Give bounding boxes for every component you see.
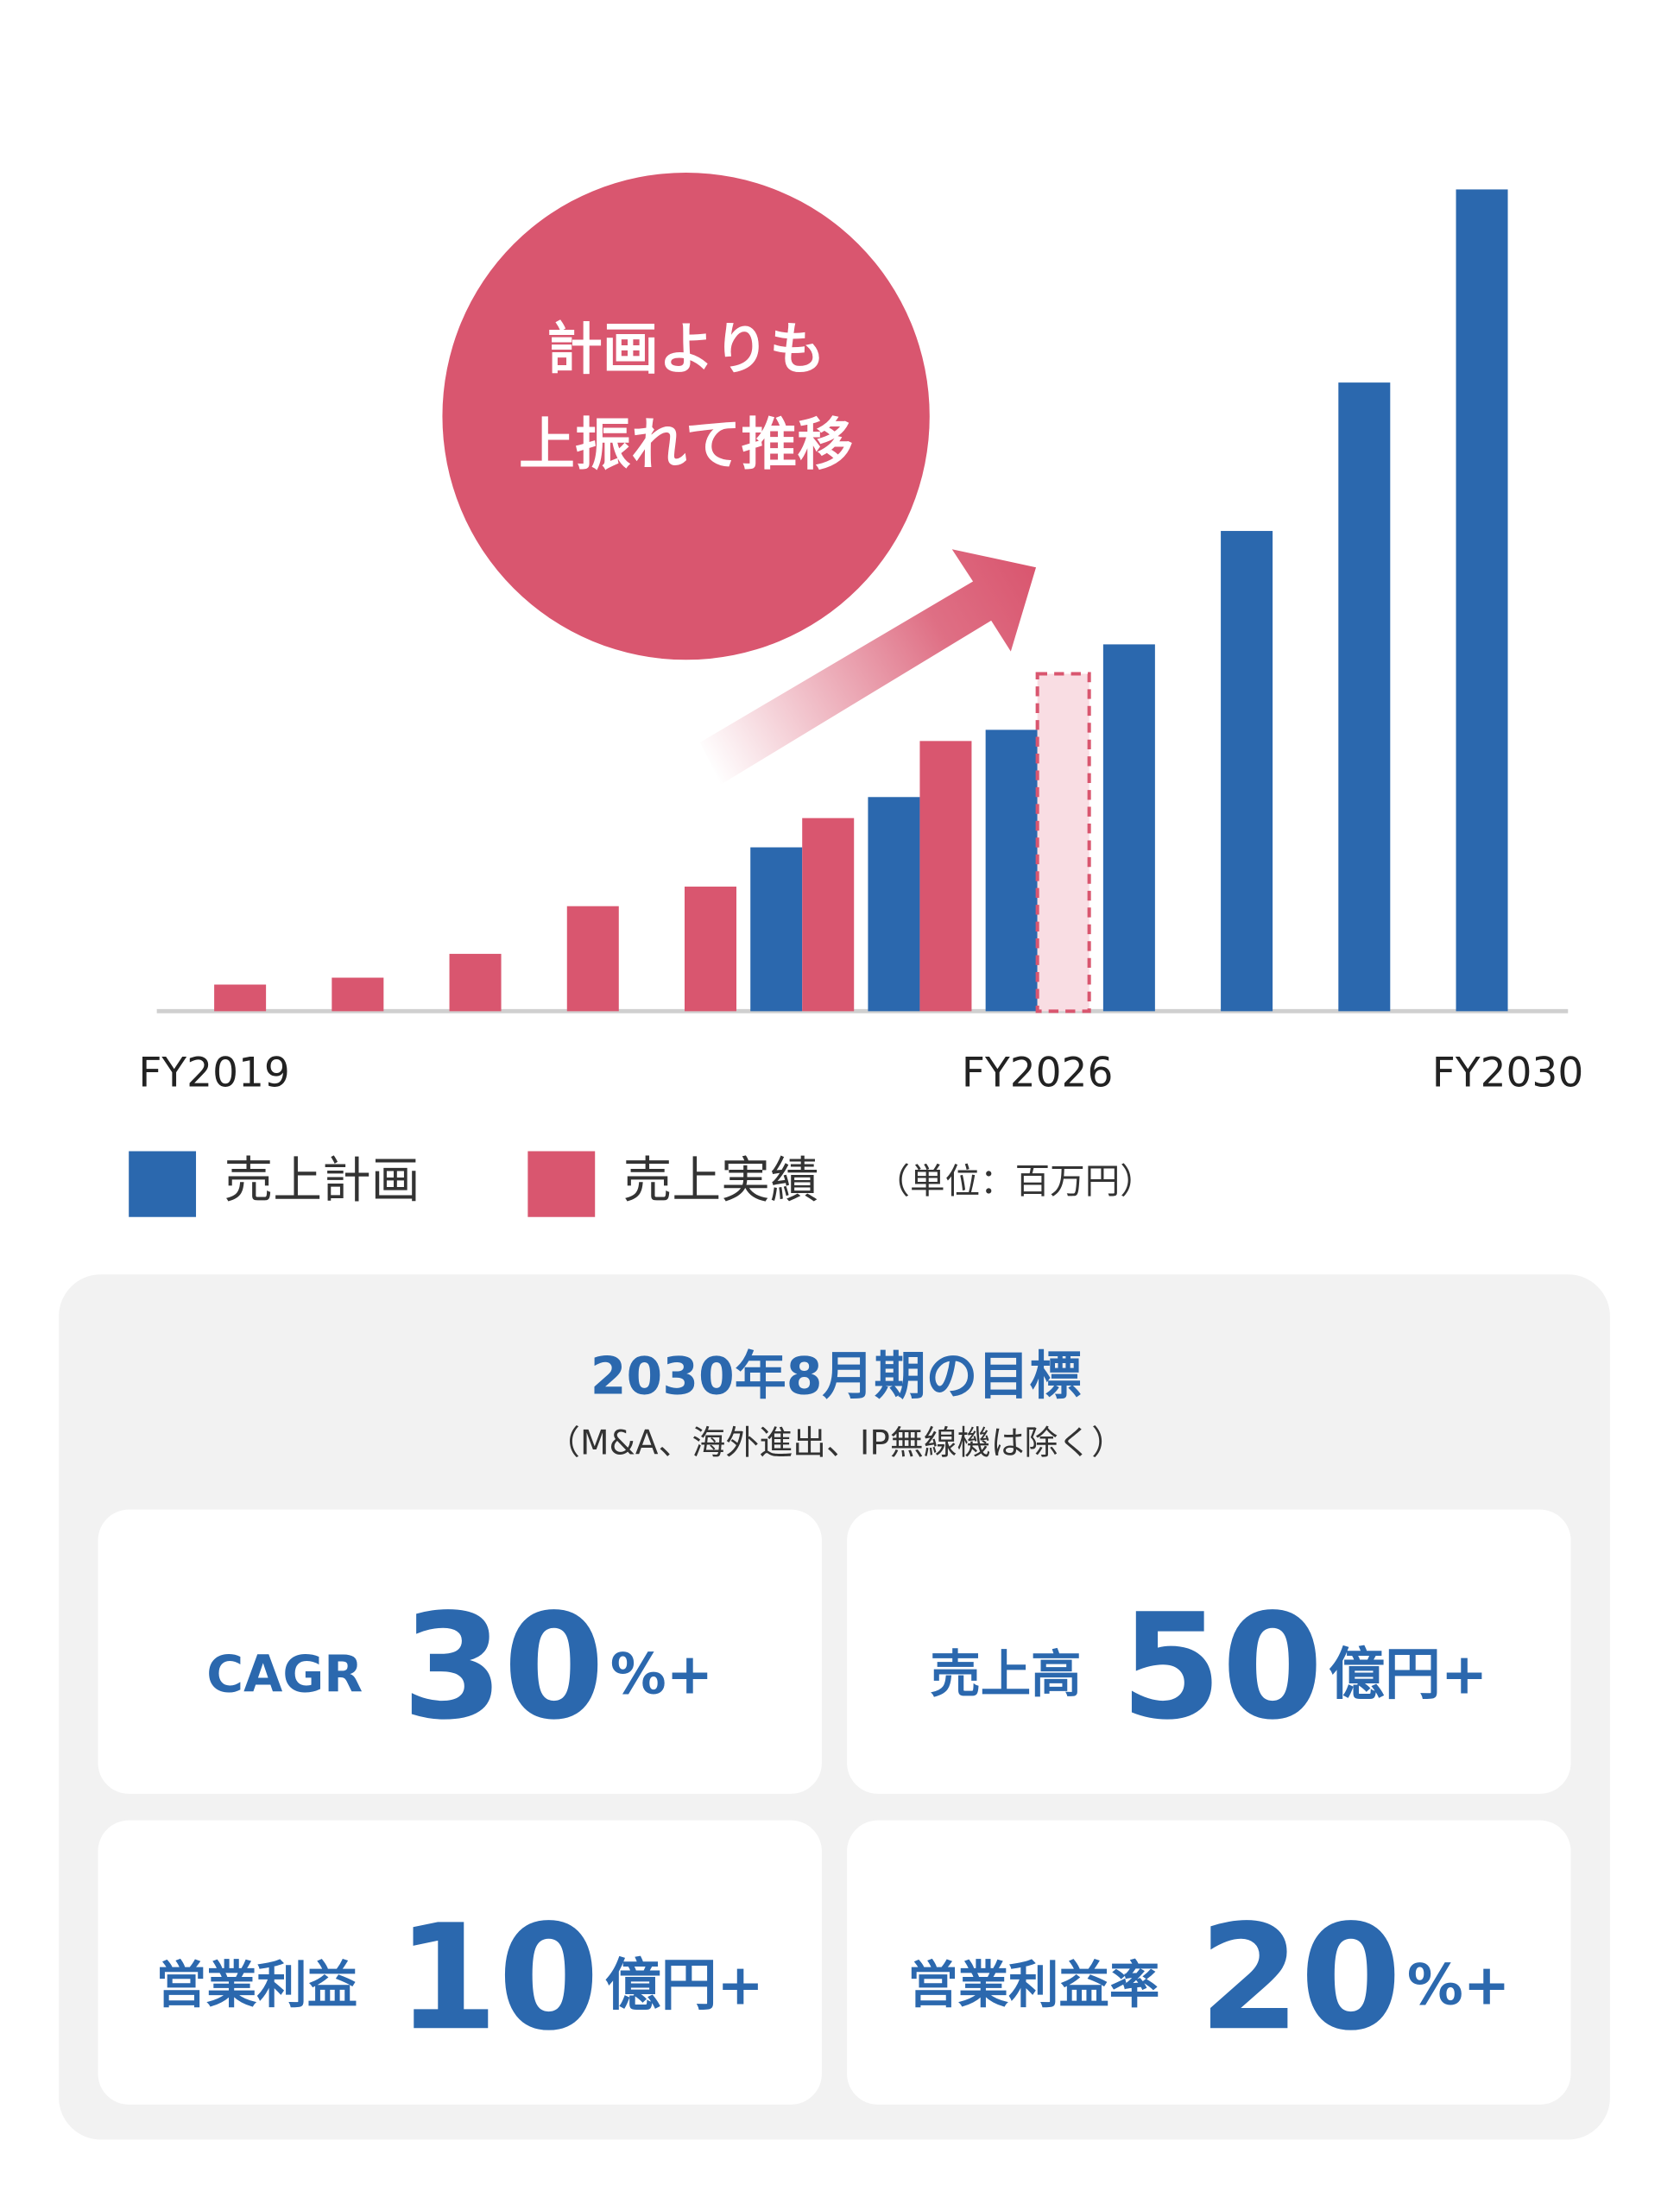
target-label: 売上高 [930,1645,1081,1703]
bar [802,818,855,1012]
target-value: 50 [1121,1582,1323,1752]
target-value: 30 [402,1582,605,1752]
bar [1221,531,1273,1012]
x-tick-label: FY2030 [1432,1049,1583,1096]
target-label: 営業利益 [156,1955,357,2014]
legend-label: 売上実績 [623,1152,819,1209]
target-unit: 億円+ [605,1953,764,2017]
bar [684,887,736,1012]
target-unit: %+ [1407,1953,1510,2017]
target-card [98,1509,822,1794]
annotation: 計画よりも [546,318,825,382]
bar [1035,672,1091,1013]
trend-arrow [699,549,1037,785]
target-text: 営業利益 10 億円+ [156,1893,764,2063]
target-value: 20 [1199,1893,1402,2063]
bar [868,797,920,1012]
target-card [98,1820,822,2105]
bar [449,953,502,1012]
target-text: 営業利益率 20 %+ [907,1893,1510,2063]
target-label: 営業利益率 [907,1955,1159,2014]
bar [1456,189,1508,1012]
legend-label: 売上計画 [224,1152,420,1209]
bar [566,906,619,1012]
target-card [847,1509,1571,1794]
targets-title: 2030年8月期の目標 [591,1346,1082,1406]
x-tick-label: FY2026 [962,1049,1113,1096]
bar [332,977,384,1012]
annotation-circle [442,172,930,660]
bar [214,984,267,1012]
legend-swatch [527,1151,596,1217]
target-unit: %+ [610,1642,713,1707]
unit-note: （単位：百万円） [875,1160,1155,1202]
target-value: 10 [397,1893,600,2063]
targets-note: （M&A、海外進出、IP無線機は除く） [546,1424,1125,1463]
bar [1102,644,1155,1012]
target-unit: 億円+ [1329,1642,1487,1707]
bar [750,847,803,1012]
x-tick-label: FY2019 [138,1049,289,1096]
target-text: 売上高 50 億円+ [930,1582,1487,1752]
target-text: CAGR 30 %+ [206,1582,713,1752]
target-label: CAGR [206,1645,363,1703]
bar [919,741,972,1012]
legend-swatch [129,1151,197,1217]
annotation: 上振れて推移 [519,413,853,477]
bar [1338,382,1391,1012]
bar [985,729,1038,1012]
target-card [847,1820,1571,2105]
